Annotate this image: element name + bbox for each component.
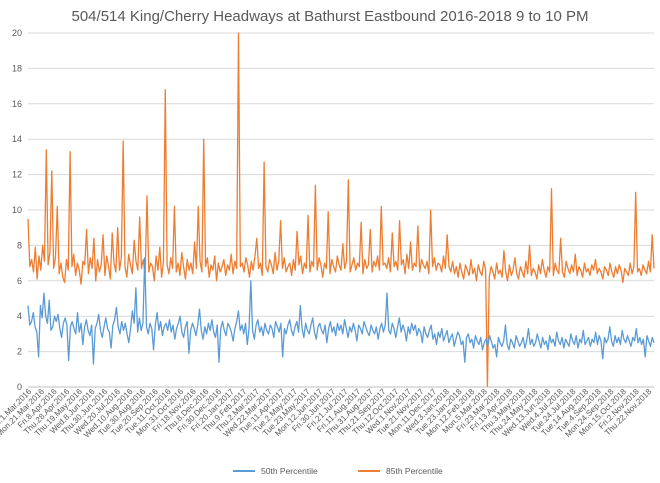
y-tick-label: 8 bbox=[17, 240, 22, 250]
legend: 50th Percentile 85th Percentile bbox=[233, 466, 443, 476]
x-axis-ticks: Tue.1.Mar.2016Mon.21.Mar.2016Fri.8.Apr.2… bbox=[0, 387, 654, 440]
series-line-50th-percentile bbox=[27, 257, 655, 365]
chart-title: 504/514 King/Cherry Headways at Bathurst… bbox=[71, 8, 589, 25]
y-tick-label: 18 bbox=[12, 63, 22, 73]
y-tick-label: 12 bbox=[12, 170, 22, 180]
y-tick-label: 10 bbox=[12, 205, 22, 215]
y-tick-label: 20 bbox=[12, 28, 22, 38]
y-tick-label: 4 bbox=[17, 311, 22, 321]
series-line-85th-percentile bbox=[27, 32, 655, 388]
y-axis-ticks: 0 2 4 6 8 10 12 14 16 18 20 bbox=[12, 28, 22, 392]
y-tick-label: 14 bbox=[12, 134, 22, 144]
y-tick-label: 2 bbox=[17, 347, 22, 357]
legend-label: 50th Percentile bbox=[261, 466, 318, 476]
y-tick-label: 0 bbox=[17, 382, 22, 392]
series-lines bbox=[27, 32, 655, 388]
y-tick-label: 16 bbox=[12, 99, 22, 109]
legend-label: 85th Percentile bbox=[386, 466, 443, 476]
y-tick-label: 6 bbox=[17, 276, 22, 286]
